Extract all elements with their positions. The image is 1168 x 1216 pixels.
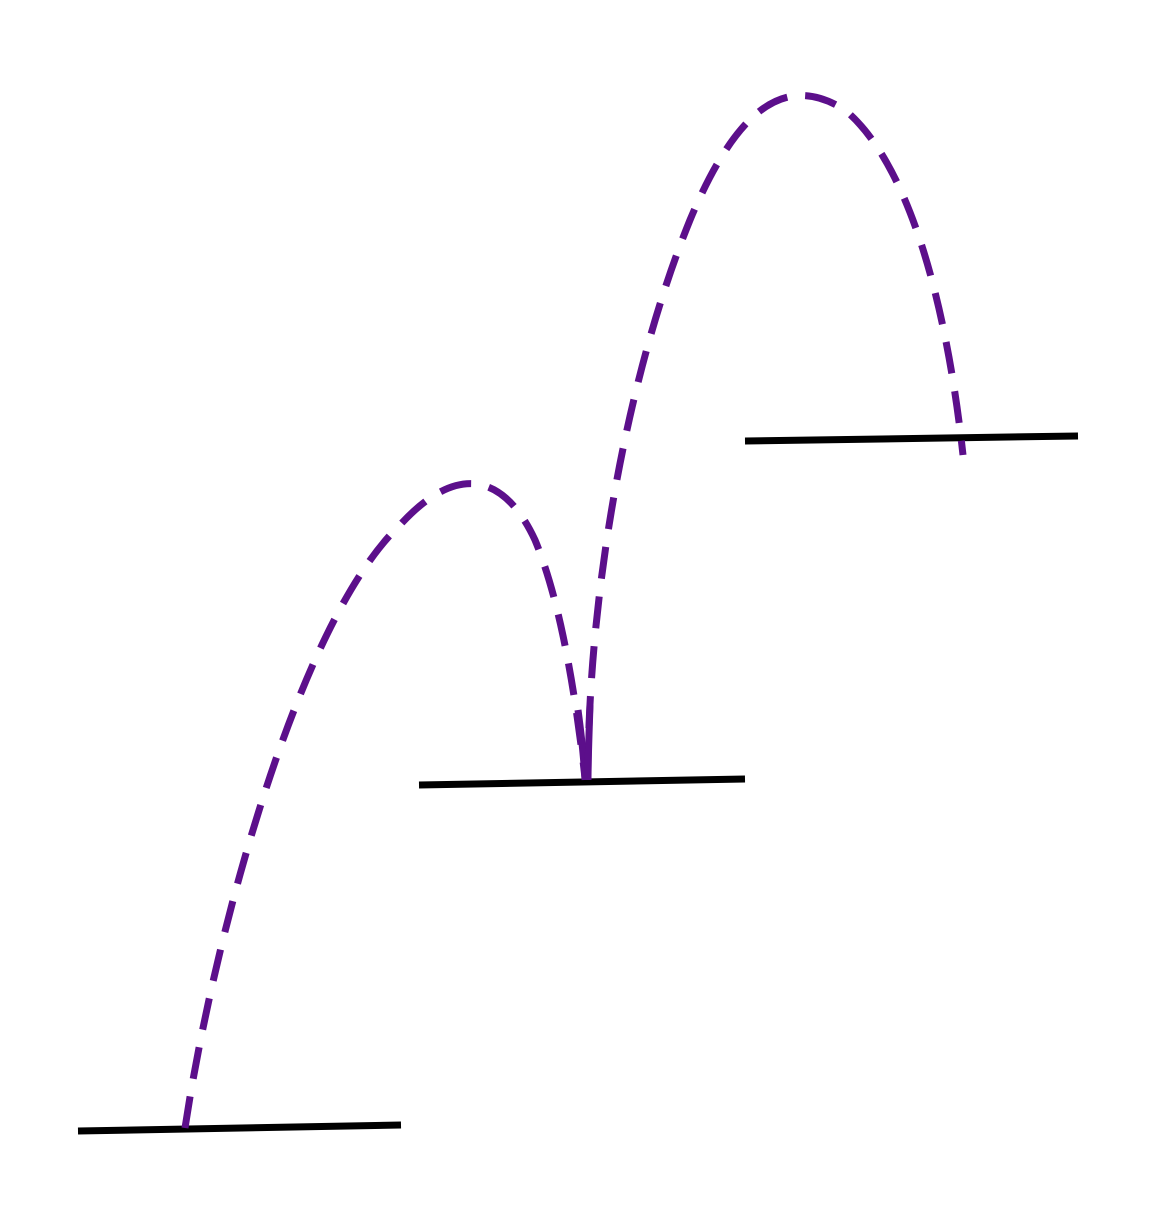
platform-lower [77,1121,402,1135]
trajectory-first-jump [181,480,589,1129]
trajectory-landing-stub [574,709,589,781]
platform-upper [744,432,1079,445]
trajectory-launch-stub [584,704,594,781]
platform-middle [418,775,746,789]
